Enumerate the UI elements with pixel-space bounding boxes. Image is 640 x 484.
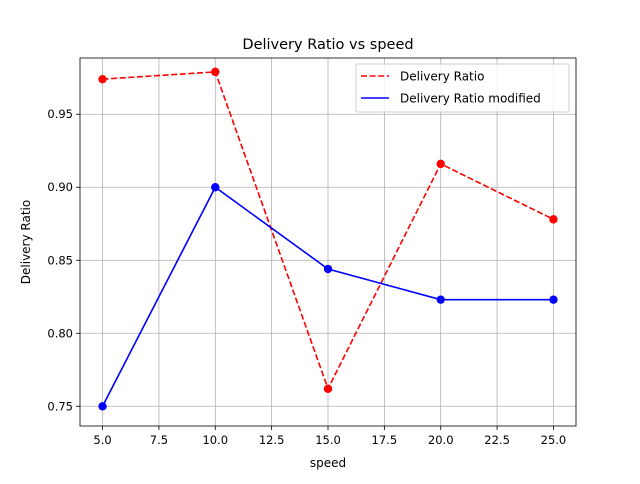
legend-label-delivery-ratio-modified: Delivery Ratio modified [400,92,541,106]
x-tick-label: 17.5 [372,433,398,447]
chart-title: Delivery Ratio vs speed [242,37,413,53]
tick-labels: 5.0 7.5 10.0 12.5 15.0 17.5 20.0 22.5 25.0 0.75 0.… [47,107,566,447]
legend-box [355,63,570,113]
data-point-delivery-ratio [436,159,445,169]
y-axis-label: Delivery Ratio [19,200,33,284]
data-point-delivery-ratio-modified [211,183,220,192]
data-point-delivery-ratio [323,384,333,393]
data-point-delivery-ratio [549,215,558,224]
x-tick-label: 7.5 [150,433,168,447]
series-delivery-ratio-modified [98,183,558,411]
series-delivery-ratio [98,67,558,393]
x-tick-label: 25.0 [541,433,567,447]
x-tick-label: 5.0 [93,433,111,447]
legend: Delivery Ratio Delivery Ratio modified [355,63,570,113]
y-tick-label: 0.85 [47,253,73,267]
x-tick-label: 20.0 [428,433,454,447]
y-tick-label: 0.90 [47,180,73,194]
grid-lines [80,58,576,426]
y-tick-label: 0.80 [47,326,73,340]
axes [76,57,577,430]
y-tick-label: 0.95 [47,107,73,121]
axes-frame [79,57,577,427]
x-tick-label: 22.5 [484,433,510,447]
data-point-delivery-ratio-modified [323,264,333,274]
y-tick-label: 0.75 [47,399,73,413]
x-tick-label: 15.0 [315,433,341,447]
x-tick-label: 12.5 [259,433,285,447]
legend-label-delivery-ratio: Delivery Ratio [400,70,484,84]
x-tick-label: 10.0 [202,433,228,447]
data-point-delivery-ratio-modified [436,295,445,304]
plot-series [98,67,558,411]
data-point-delivery-ratio [98,74,107,84]
data-point-delivery-ratio-modified [98,402,107,411]
data-point-delivery-ratio [211,67,220,77]
data-point-delivery-ratio-modified [549,295,558,304]
x-axis-label: speed [310,456,346,470]
